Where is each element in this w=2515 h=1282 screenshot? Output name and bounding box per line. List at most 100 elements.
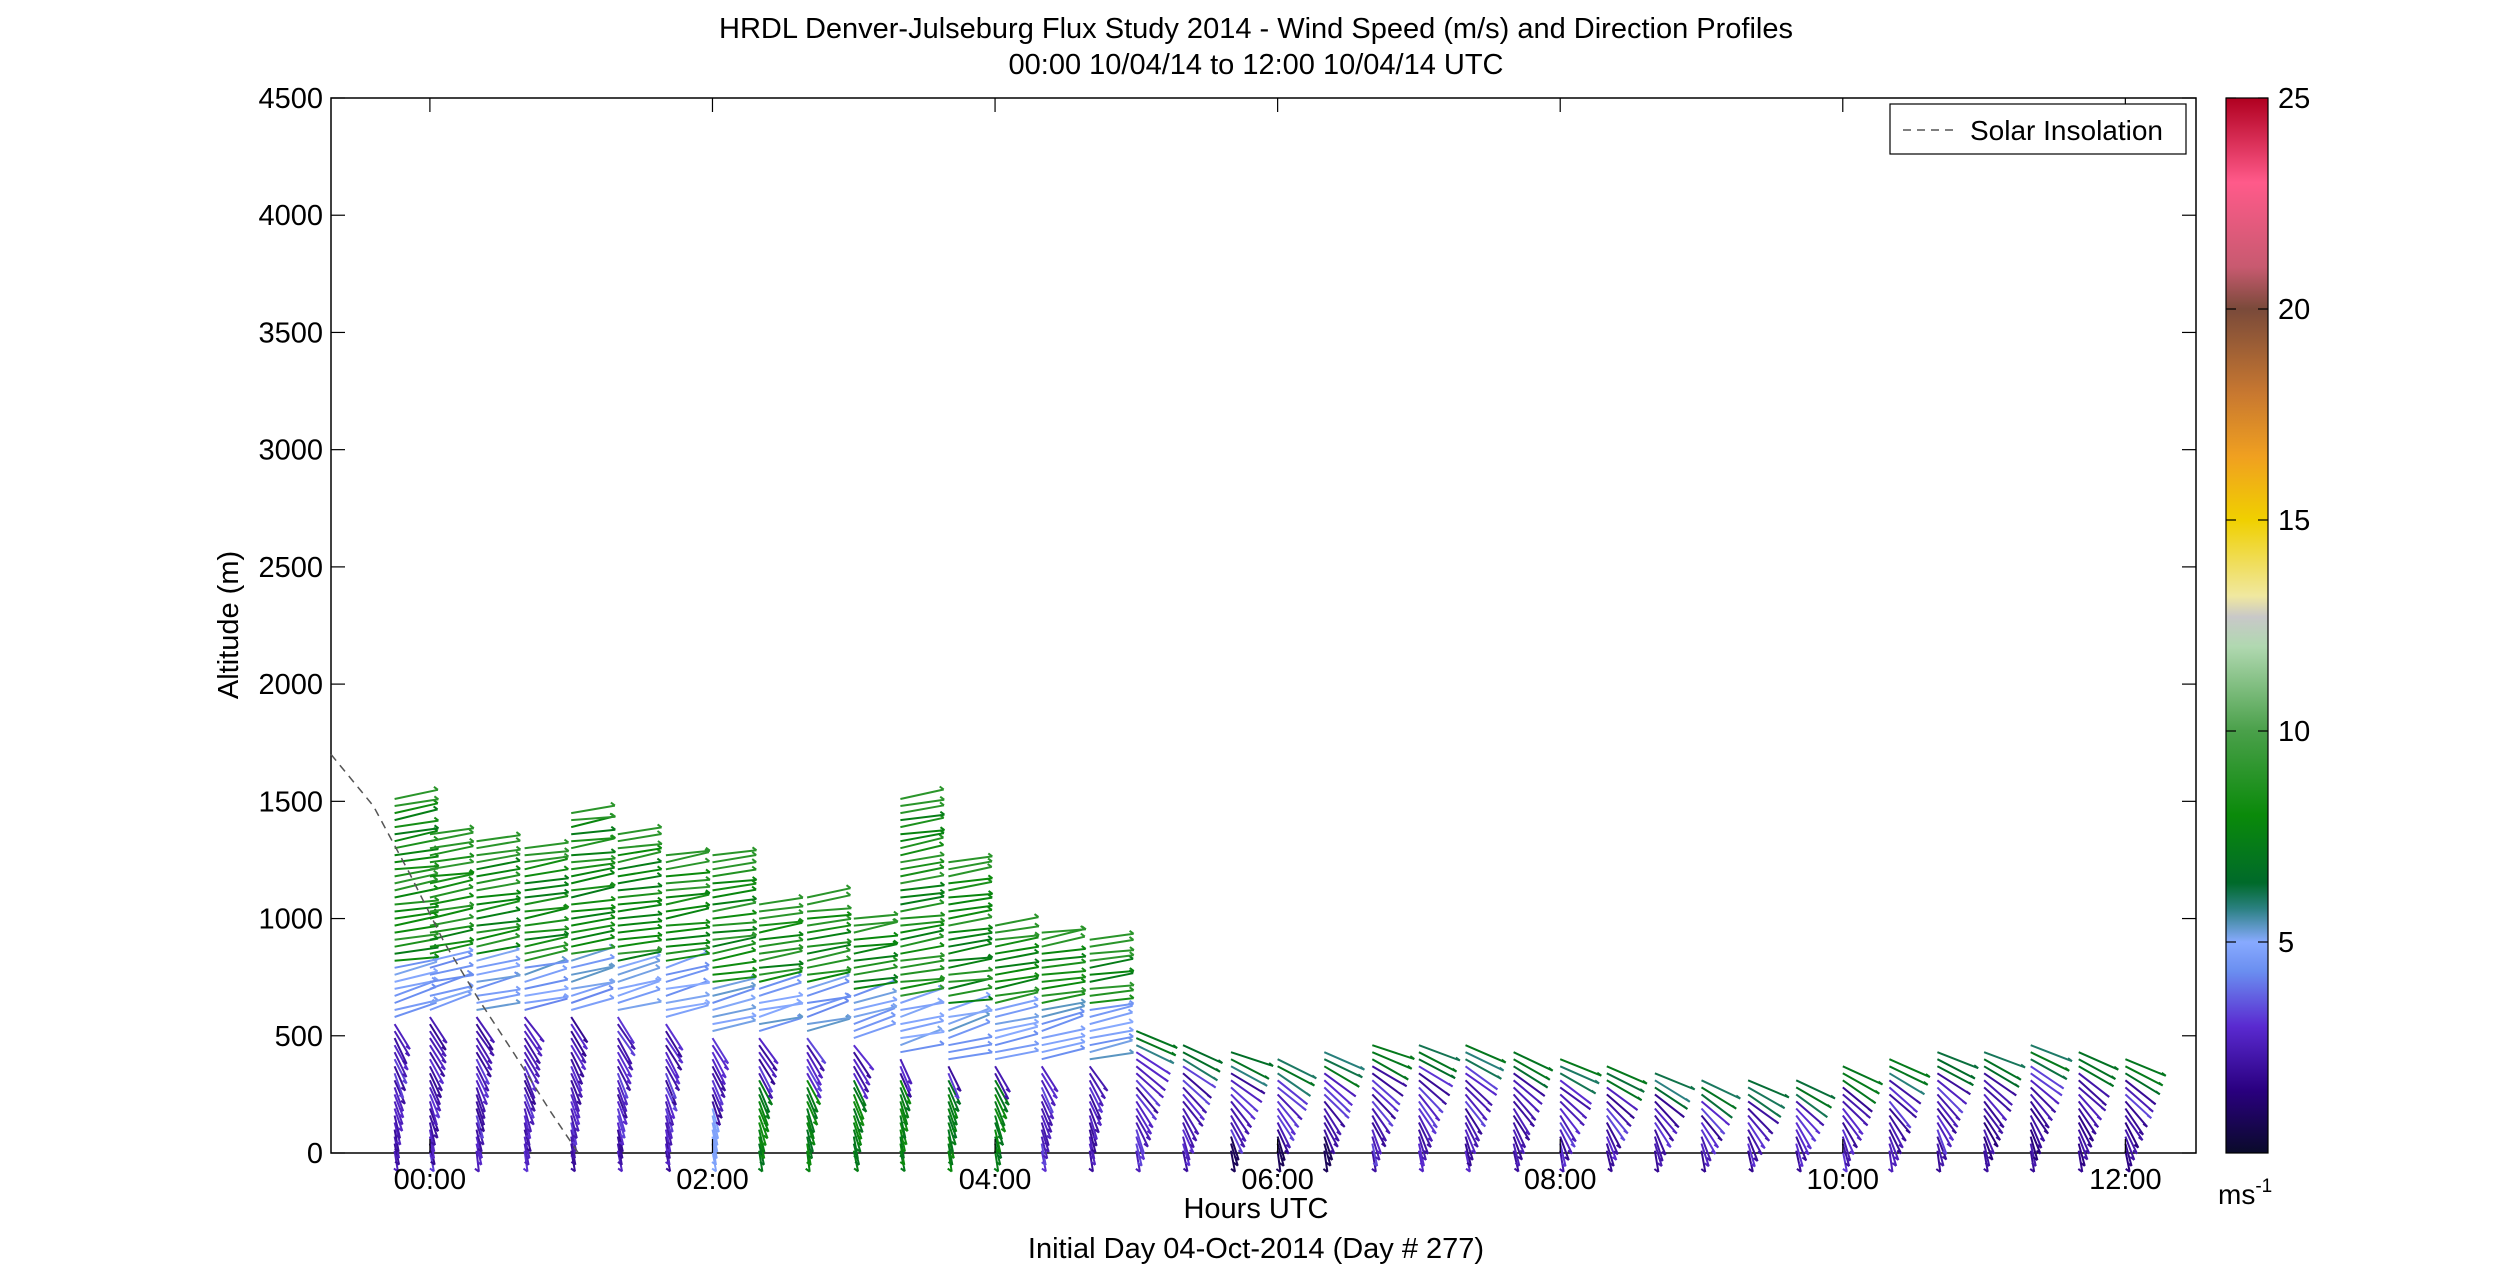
wind-barb [394,1001,437,1018]
wind-barb [2029,1129,2042,1155]
wind-barb [2078,1072,2110,1098]
wind-barb-flag [1849,1150,1855,1156]
wind-barb-flag [1188,1149,1195,1154]
wind-barb [393,1079,406,1105]
wind-barb [758,994,803,1004]
wind-barb-flag [534,1079,540,1085]
wind-barb-flag [480,1114,486,1120]
wind-barb [1230,1058,1270,1080]
wind-barb-flag [750,994,756,999]
wind-barb-flag [2032,1156,2039,1161]
wind-barb [758,1079,774,1106]
wind-barb [899,1115,907,1139]
wind-barb [806,958,851,969]
wind-barb [1371,1107,1391,1135]
wind-barb-flag [1423,1150,1429,1155]
wind-barb [1464,1143,1472,1167]
wind-barb [475,1051,492,1078]
wind-barb-flag [531,1087,538,1092]
wind-barb-flag [939,851,945,856]
wind-barb-flag [434,862,440,867]
wind-barb-flag [515,864,521,870]
wind-barb-flag [397,1127,403,1132]
wind-barb-flag [477,1147,483,1153]
wind-barb [852,1094,865,1120]
wind-barb [712,882,757,892]
wind-barb [429,924,474,934]
wind-barb [665,934,711,941]
wind-barb-flag [562,946,569,951]
wind-barb-flag [1128,1048,1135,1054]
wind-barb-flag [657,896,663,902]
wind-barb [1464,1093,1488,1121]
wind-barb-flag [939,795,945,801]
wind-barb-flag [2054,1100,2060,1105]
wind-barb [394,865,439,871]
wind-barb-flag [1815,1129,1821,1135]
wind-barb-flag [515,906,521,911]
wind-barb [475,1072,490,1098]
wind-barb [994,989,1040,997]
wind-barb-flag [798,893,804,899]
wind-barb [807,907,852,913]
wind-barb-flag [1002,1108,1009,1113]
wind-barb-flag [1444,1091,1451,1097]
wind-barb [1888,1129,1903,1155]
wind-barb [664,1136,671,1159]
wind-barb-flag [609,863,616,869]
wind-barb [1323,1150,1329,1173]
wind-barb [1936,1107,1957,1134]
wind-barb [948,892,993,899]
wind-barb-flag [1865,1114,1871,1119]
wind-barb-flag [1155,1102,1161,1107]
wind-barb-flag [468,883,474,889]
wind-barb-flag [671,1094,677,1100]
wind-barb [900,854,945,864]
wind-barb-flag [1748,1168,1754,1173]
wind-barb [429,984,474,997]
wind-barb [1088,1115,1098,1140]
wind-barb-flag [435,1107,441,1112]
wind-barb-flag [704,961,710,967]
wind-barb-flag [668,1128,674,1133]
colorbar-tick-label: 10 [2278,716,2310,748]
wind-barb-flag [1896,1149,1902,1155]
wind-barb-flag [751,851,757,856]
wind-barb [570,1037,587,1064]
wind-barb [1795,1086,1832,1109]
wind-barb [570,981,614,997]
wind-barb-flag [1044,1141,1050,1147]
wind-barb-flag [1182,1167,1189,1173]
wind-barb [429,855,474,864]
wind-barb [1605,1150,1613,1172]
wind-barb [1747,1093,1782,1118]
wind-barb-flag [515,955,521,961]
wind-barb-flag [1653,1168,1660,1173]
wind-barb [1654,1100,1680,1128]
wind-barb [1230,1072,1266,1095]
wind-barb-flag [534,1073,540,1078]
wind-barb-flag [674,1074,680,1079]
wind-barb-flag [1212,1076,1219,1082]
wind-barb [524,868,569,878]
wind-barb-flag [434,953,440,958]
wind-barb [947,1115,958,1139]
wind-barb-flag [764,1114,771,1120]
wind-barb-flag [1153,1109,1159,1114]
wind-barb-flag [572,1134,578,1140]
wind-barb-flag [1760,1144,1766,1150]
wind-barb-flag [1325,1162,1332,1167]
wind-barb [1135,1086,1159,1114]
wind-barb [1795,1093,1828,1119]
wind-barb [1371,1100,1394,1127]
wind-barb [1747,1129,1763,1155]
wind-barb-flag [2100,1106,2107,1112]
wind-barb [1089,984,1134,990]
wind-barb [476,919,521,927]
wind-barb-flag [1264,1075,1270,1080]
wind-barb [1842,1079,1877,1105]
wind-barb [393,1101,404,1125]
wind-barb [994,1108,1007,1133]
wind-barb-flag [752,925,758,931]
